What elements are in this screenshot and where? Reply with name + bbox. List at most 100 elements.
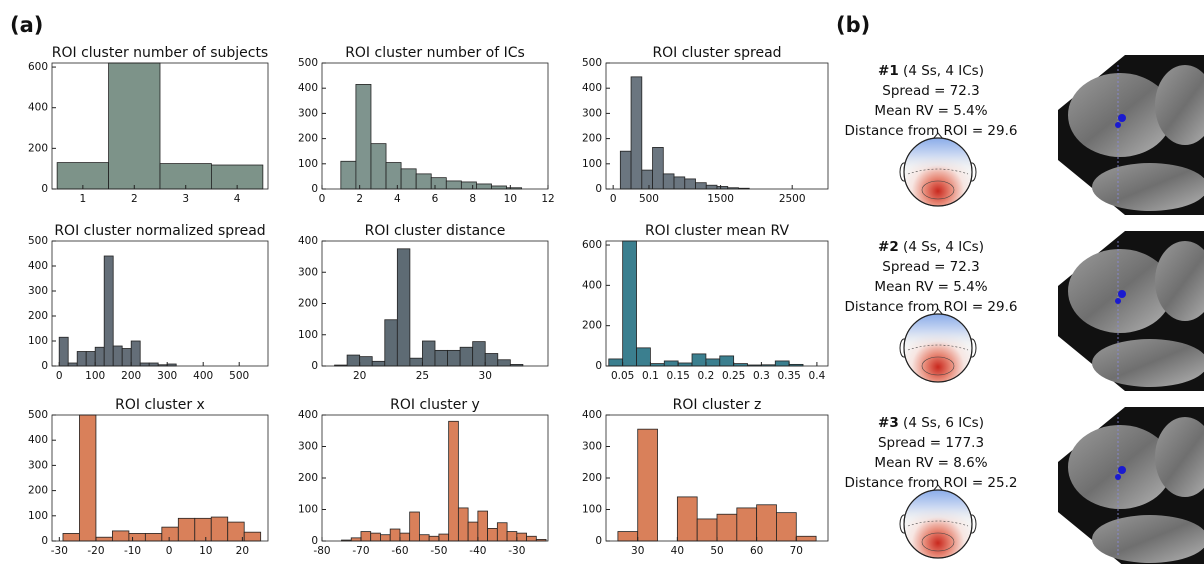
bar xyxy=(122,349,131,367)
x-tick-label: -30 xyxy=(508,545,525,557)
bar xyxy=(618,532,638,541)
bar xyxy=(96,537,112,541)
y-tick-label: 200 xyxy=(298,472,318,484)
chart-title: ROI cluster normalized spread xyxy=(54,223,265,239)
y-tick-label: 200 xyxy=(298,133,318,145)
y-tick-label: 0 xyxy=(311,183,318,195)
x-tick-label: 0.25 xyxy=(722,370,745,382)
bar xyxy=(653,147,664,189)
y-tick-label: 100 xyxy=(298,329,318,341)
bar xyxy=(145,533,161,541)
y-tick-label: 400 xyxy=(298,409,318,421)
bar xyxy=(95,347,104,366)
y-tick-label: 200 xyxy=(298,298,318,310)
scalp-map-cold xyxy=(904,490,972,524)
bar xyxy=(59,337,68,366)
bar xyxy=(341,161,356,189)
dipole xyxy=(1115,298,1121,304)
x-tick-label: -60 xyxy=(391,545,408,557)
bar xyxy=(631,77,642,189)
bar xyxy=(737,508,757,541)
bar xyxy=(372,361,385,366)
y-tick-label: 100 xyxy=(28,510,48,522)
x-tick-label: 400 xyxy=(193,370,213,382)
x-tick-label: 0 xyxy=(610,193,617,205)
y-tick-label: 400 xyxy=(582,409,602,421)
cluster-stat: Distance from ROI = 25.2 xyxy=(845,475,1018,491)
bar xyxy=(488,528,498,541)
figure: (a) (b) 12340200400600ROI cluster number… xyxy=(0,0,1204,564)
axes-frame xyxy=(606,241,828,366)
bar xyxy=(460,347,473,366)
x-tick-label: 3 xyxy=(182,193,189,205)
x-tick-label: 500 xyxy=(639,193,659,205)
x-tick-label: 60 xyxy=(750,545,763,557)
chart-title: ROI cluster spread xyxy=(652,45,781,61)
y-tick-label: 300 xyxy=(298,107,318,119)
x-tick-label: -20 xyxy=(87,545,104,557)
cluster-info: (4 Ss, 4 ICs) xyxy=(903,239,984,255)
y-tick-label: 200 xyxy=(28,485,48,497)
bar xyxy=(706,359,720,366)
y-tick-label: 100 xyxy=(298,158,318,170)
y-tick-label: 300 xyxy=(582,441,602,453)
bar xyxy=(63,533,79,541)
x-tick-label: 30 xyxy=(479,370,492,382)
bar xyxy=(609,359,623,366)
bar xyxy=(717,514,737,541)
chart-title: ROI cluster x xyxy=(115,397,205,413)
x-tick-label: 10 xyxy=(504,193,517,205)
x-tick-label: 20 xyxy=(236,545,249,557)
x-tick-label: 0.35 xyxy=(777,370,800,382)
bar xyxy=(211,517,227,541)
chart-title: ROI cluster number of subjects xyxy=(52,45,268,61)
cluster-heading: #3 (4 Ss, 6 ICs) xyxy=(878,415,984,431)
bar xyxy=(68,363,77,366)
y-tick-label: 100 xyxy=(582,158,602,170)
y-tick-label: 100 xyxy=(582,504,602,516)
x-tick-label: -10 xyxy=(124,545,141,557)
y-tick-label: 400 xyxy=(298,235,318,247)
dipole xyxy=(1115,122,1121,128)
bar xyxy=(720,356,734,366)
bar xyxy=(356,84,371,189)
x-tick-label: 0 xyxy=(166,545,173,557)
cluster-info: (4 Ss, 6 ICs) xyxy=(903,415,984,431)
bar xyxy=(449,421,459,541)
bar xyxy=(435,350,448,366)
x-tick-label: 40 xyxy=(671,545,684,557)
axes-frame xyxy=(322,415,548,541)
cluster-heading: #2 (4 Ss, 4 ICs) xyxy=(878,239,984,255)
bar xyxy=(131,341,140,366)
bar xyxy=(178,518,194,541)
bar xyxy=(458,508,468,541)
bar xyxy=(79,415,95,541)
scalp-map-cold xyxy=(904,314,972,348)
cluster-id: #3 xyxy=(878,415,899,431)
dipole xyxy=(1118,466,1126,474)
x-tick-label: 4 xyxy=(394,193,401,205)
brain-slice xyxy=(1092,515,1204,563)
y-tick-label: 300 xyxy=(298,441,318,453)
bar xyxy=(776,513,796,541)
y-tick-label: 200 xyxy=(582,133,602,145)
x-tick-label: 0.2 xyxy=(698,370,715,382)
x-tick-label: 30 xyxy=(631,545,644,557)
bar xyxy=(642,170,653,189)
y-tick-label: 600 xyxy=(28,61,48,73)
bar xyxy=(113,346,122,366)
chart-title: ROI cluster y xyxy=(390,397,480,413)
cluster-stat: Spread = 72.3 xyxy=(882,83,980,99)
y-tick-label: 400 xyxy=(28,102,48,114)
cluster-id: #2 xyxy=(878,239,899,255)
x-tick-label: 8 xyxy=(469,193,476,205)
y-tick-label: 300 xyxy=(28,459,48,471)
bar xyxy=(448,350,461,366)
x-tick-label: 0 xyxy=(56,370,63,382)
bar xyxy=(461,182,476,189)
bar xyxy=(678,363,692,366)
bar xyxy=(371,144,386,189)
x-tick-label: 0.1 xyxy=(642,370,659,382)
x-tick-label: 12 xyxy=(541,193,554,205)
bar xyxy=(674,177,685,189)
